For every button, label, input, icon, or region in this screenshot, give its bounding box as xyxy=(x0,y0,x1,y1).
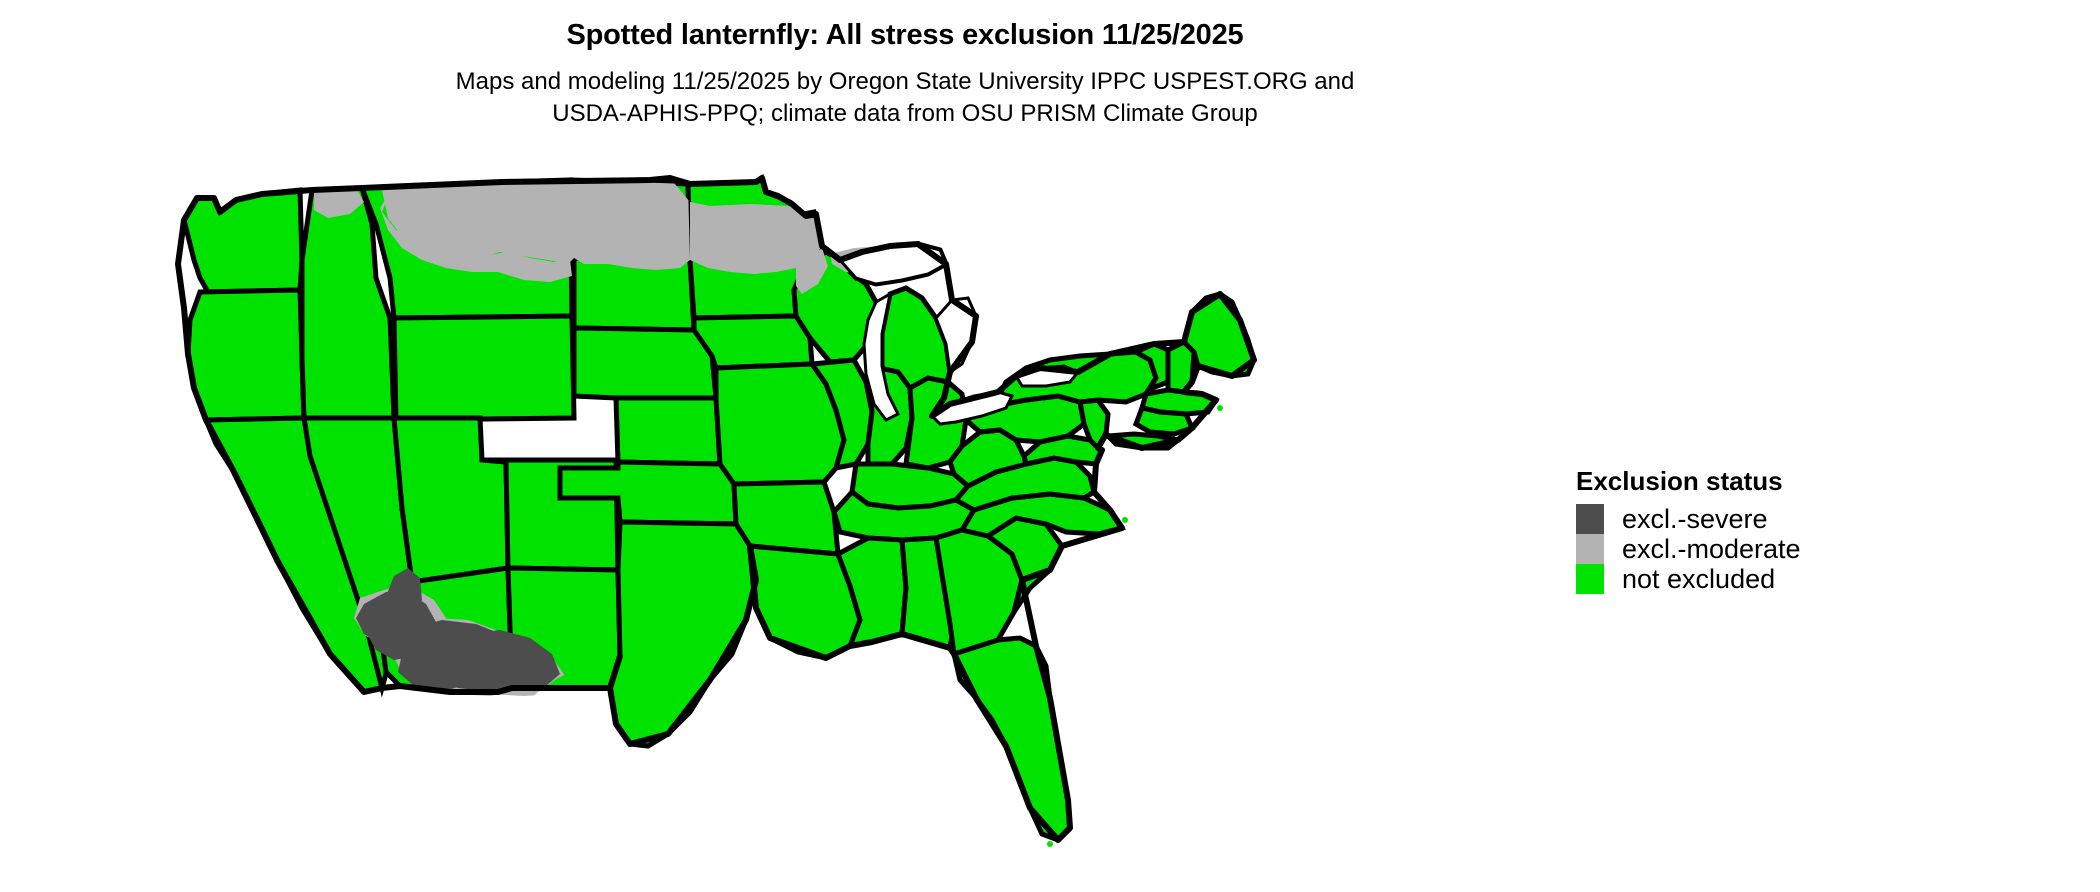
island-cape-cod xyxy=(1217,405,1223,411)
state-wyoming[interactable] xyxy=(391,313,577,423)
page-title: Spotted lanternfly: All stress exclusion… xyxy=(566,19,1244,51)
page-subtitle: Maps and modeling 11/25/2025 by Oregon S… xyxy=(0,66,1810,130)
us-choropleth-map xyxy=(175,174,1257,847)
state-kansas[interactable] xyxy=(613,395,723,467)
state-connecticut-rhode-island[interactable] xyxy=(1132,405,1196,437)
region-yuma-severe xyxy=(398,646,464,692)
state-maryland-delaware[interactable] xyxy=(1021,433,1106,467)
island-puget-sound xyxy=(243,211,249,217)
state-washington[interactable] xyxy=(181,187,305,295)
legend-swatch-not-excluded xyxy=(1576,564,1604,594)
map-layer-excl-severe xyxy=(356,568,560,692)
legend-label-excl-severe: excl.-severe xyxy=(1622,504,1768,534)
state-south-dakota[interactable] xyxy=(571,255,697,333)
island-outer-banks xyxy=(1122,517,1128,523)
subtitle-line-1: Maps and modeling 11/25/2025 by Oregon S… xyxy=(455,68,1355,95)
region-northwest-minnesota-extra xyxy=(796,248,828,294)
map-state-borders xyxy=(175,175,1257,843)
legend-swatch-excl-moderate xyxy=(1576,534,1604,564)
map-base-layer xyxy=(181,174,1257,843)
island-florida-keys xyxy=(1047,841,1053,847)
border-outline-us xyxy=(175,175,1257,843)
region-idaho-panhandle-moderate xyxy=(314,188,364,218)
legend-title: Exclusion status xyxy=(1576,466,1783,496)
legend: Exclusion status excl.-severe excl.-mode… xyxy=(1576,466,1996,594)
us-map-container xyxy=(150,168,1540,878)
state-iowa[interactable] xyxy=(691,313,815,371)
state-oregon[interactable] xyxy=(185,287,307,423)
legend-item-excl-severe[interactable]: excl.-severe xyxy=(1576,504,1996,534)
legend-swatch-excl-severe xyxy=(1576,504,1604,534)
region-north-dakota-moderate xyxy=(574,180,690,270)
legend-label-not-excluded: not excluded xyxy=(1622,564,1776,594)
legend-items: excl.-severe excl.-moderate not excluded xyxy=(1576,504,1996,594)
region-montana-moderate-fringe xyxy=(380,192,572,282)
map-coastal-islands xyxy=(243,211,1223,847)
state-nebraska[interactable] xyxy=(571,325,719,401)
region-northern-montana-moderate xyxy=(382,180,574,264)
lake-michigan xyxy=(862,291,901,422)
region-gila-valley-severe xyxy=(456,630,560,686)
state-florida[interactable] xyxy=(951,635,1073,843)
legend-label-excl-moderate: excl.-moderate xyxy=(1622,534,1801,564)
subtitle-line-2: USDA-APHIS-PPQ; climate data from OSU PR… xyxy=(552,100,1258,127)
region-colorado-river-severe xyxy=(386,568,422,626)
state-utah[interactable] xyxy=(391,415,511,585)
legend-item-not-excluded[interactable]: not excluded xyxy=(1576,564,1996,594)
region-imperial-valley-severe xyxy=(368,616,426,660)
title-block: Spotted lanternfly: All stress exclusion… xyxy=(0,18,1810,130)
legend-item-excl-moderate[interactable]: excl.-moderate xyxy=(1576,534,1996,564)
